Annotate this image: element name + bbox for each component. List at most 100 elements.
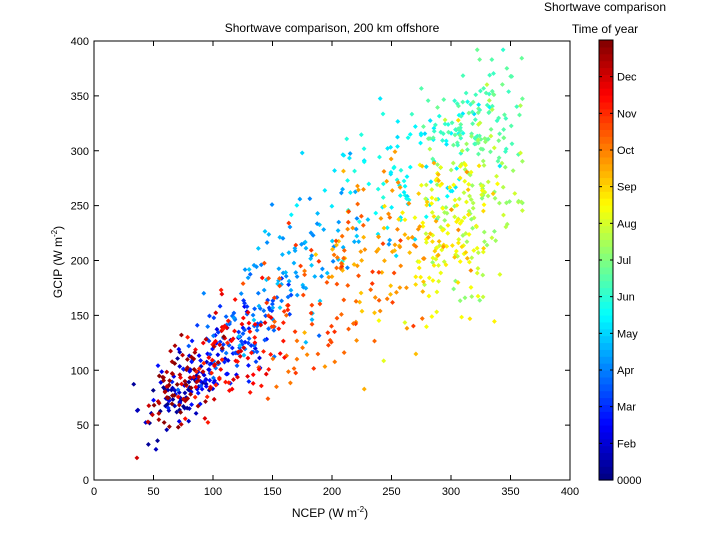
data-point (396, 216, 402, 222)
data-point (345, 178, 350, 183)
data-point (497, 272, 503, 277)
colorbar-title: Time of year (572, 22, 638, 36)
data-point (440, 244, 446, 250)
data-point (206, 355, 212, 361)
data-point (185, 365, 190, 370)
data-point (496, 138, 502, 144)
data-point (426, 275, 432, 281)
data-point (215, 359, 221, 365)
data-point (433, 218, 439, 224)
data-point (150, 387, 156, 393)
data-point (161, 375, 166, 380)
data-point (465, 147, 470, 153)
data-point (509, 141, 515, 147)
data-point (303, 339, 309, 345)
colorbar-segment (599, 115, 613, 124)
data-point (413, 274, 419, 280)
data-point (204, 394, 210, 400)
data-point (321, 227, 327, 232)
data-point (352, 168, 357, 174)
x-tick-label: 150 (263, 486, 281, 498)
data-point (488, 149, 493, 155)
data-point (457, 163, 463, 169)
data-point (495, 181, 500, 187)
data-point (406, 201, 412, 206)
data-point (395, 134, 400, 140)
data-point (492, 228, 497, 234)
data-point (519, 208, 525, 213)
data-point (334, 265, 339, 271)
colorbar-tick-label: Aug (617, 218, 637, 230)
colorbar-segment (599, 232, 613, 240)
data-point (308, 230, 314, 236)
data-point (201, 290, 207, 296)
data-point (256, 303, 262, 309)
data-point (405, 135, 411, 141)
data-point (300, 345, 305, 351)
data-point (185, 334, 191, 340)
data-point (429, 201, 435, 206)
data-point (466, 232, 472, 237)
data-point (402, 217, 408, 223)
colorbar-segment (599, 383, 613, 392)
data-point (302, 272, 308, 278)
data-point (491, 145, 497, 151)
colorbar-segment (599, 205, 613, 213)
data-point (325, 330, 331, 336)
data-point (182, 378, 188, 384)
data-point (345, 265, 350, 271)
data-point (377, 154, 382, 160)
data-point (288, 287, 294, 293)
data-point (397, 285, 403, 291)
data-point (315, 351, 321, 357)
data-point (264, 300, 270, 306)
data-point (285, 294, 291, 300)
data-point (430, 278, 436, 283)
data-point (485, 136, 491, 142)
data-point (270, 356, 276, 362)
data-point (475, 137, 481, 143)
data-point (338, 190, 344, 196)
data-point (293, 270, 299, 275)
data-point (354, 338, 360, 343)
x-tick-label: 50 (147, 486, 159, 498)
scatter-points (131, 47, 525, 461)
colorbar-segment (599, 170, 613, 179)
data-point (423, 240, 429, 245)
data-point (277, 351, 283, 356)
data-point (309, 253, 315, 259)
data-point (298, 263, 304, 269)
data-point (235, 349, 241, 355)
colorbar-tick-label: Feb (617, 438, 636, 450)
data-point (247, 390, 253, 395)
data-point (172, 403, 178, 409)
data-point (416, 191, 422, 197)
data-point (464, 141, 469, 147)
y-axis-label-main: GCIP (W m (51, 237, 65, 298)
data-point (444, 243, 450, 249)
data-point (271, 295, 277, 301)
data-point (366, 181, 372, 187)
data-point (341, 297, 347, 303)
data-point (459, 244, 465, 250)
data-point (191, 374, 197, 380)
data-point (286, 250, 292, 256)
data-point (317, 301, 323, 307)
data-point (283, 270, 289, 275)
data-point (481, 229, 487, 235)
data-point (467, 316, 473, 322)
data-point (412, 215, 418, 221)
data-point (465, 187, 471, 193)
colorbar-tick-label: Apr (617, 365, 634, 377)
data-point (425, 234, 431, 240)
data-point (463, 90, 469, 96)
data-point (469, 109, 475, 115)
data-point (288, 292, 294, 298)
data-point (443, 138, 449, 144)
data-point (479, 192, 485, 198)
data-point (471, 248, 477, 253)
data-point (459, 148, 465, 154)
data-point (280, 338, 286, 344)
data-point (464, 255, 470, 261)
data-point (327, 337, 333, 343)
